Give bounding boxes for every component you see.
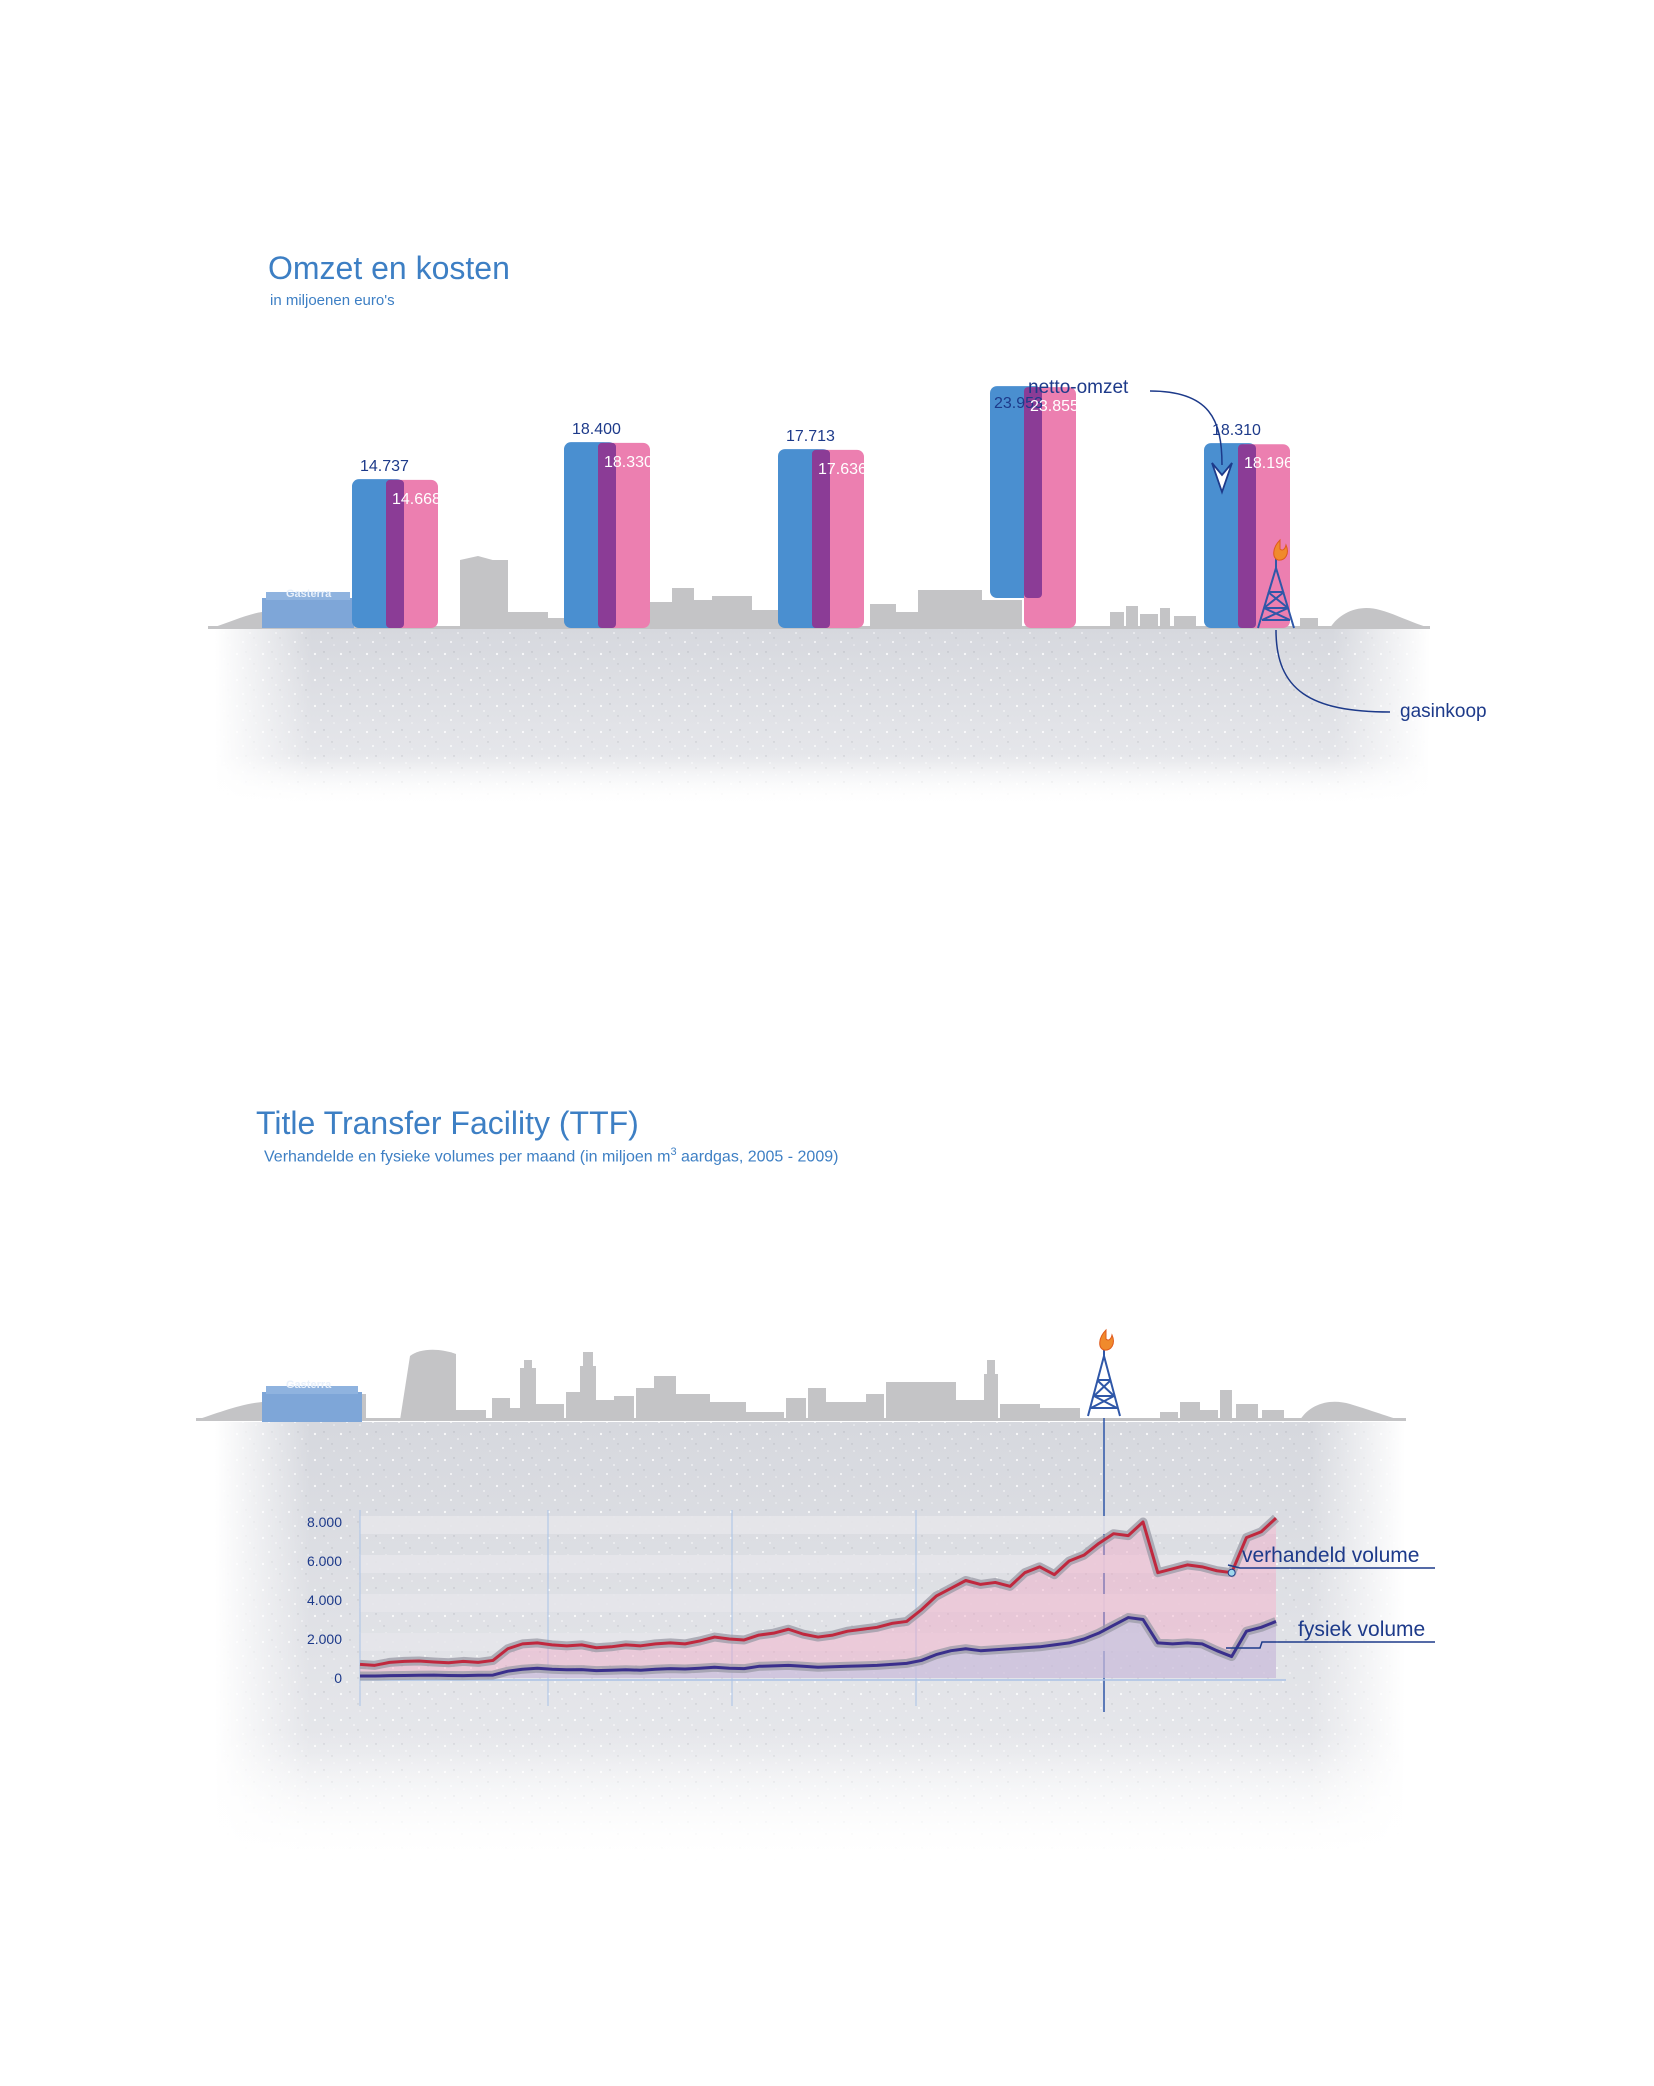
chart2-plot-layer xyxy=(359,1510,1286,1706)
arrow-pointer-icon xyxy=(1211,462,1233,495)
grid-band-2 xyxy=(360,1594,1276,1612)
y-tick-label-4: 8.000 xyxy=(307,1514,342,1530)
chart1-gasterra-logo: Gasterra xyxy=(286,588,332,600)
value-label-gasinkoop-2: 17.636 xyxy=(818,461,867,478)
chart1-subtitle: in miljoenen euro's xyxy=(270,292,395,309)
series-label-gasinkoop: gasinkoop xyxy=(1400,701,1487,722)
chart2-subtitle-pre: Verhandelde en fysieke volumes per maand… xyxy=(264,1148,671,1166)
gas-tower-icon xyxy=(1257,556,1295,629)
chart2-gasterra-building xyxy=(262,1386,362,1422)
value-label-gasinkoop-4: 18.196 xyxy=(1244,455,1293,472)
series-line-1 xyxy=(360,1616,1277,1678)
grid-band-4 xyxy=(360,1516,1276,1534)
chart1-gasterra-building xyxy=(262,592,354,628)
value-label-netto-omzet-4: 18.310 xyxy=(1212,422,1261,439)
chart1-labels-layer: 14.737 14.668 18.400 18.330 17.713 17.636 23.9… xyxy=(360,395,1293,508)
y-tick-label-0: 0 xyxy=(334,1670,342,1686)
y-tick-label-2: 4.000 xyxy=(307,1592,342,1608)
chart2-subtitle-sup: 3 xyxy=(670,1146,677,1158)
area-fysiek xyxy=(360,1617,1276,1678)
marker-verhandeld xyxy=(1227,1568,1236,1577)
value-label-gasinkoop-3: 23.855 xyxy=(1030,398,1079,415)
series-line-0 xyxy=(359,1516,1278,1667)
flame-icon-2 xyxy=(1099,1328,1114,1351)
bar-overlap-1 xyxy=(598,442,616,628)
chart2-skyline xyxy=(196,1349,1406,1421)
bar-overlap-2 xyxy=(812,449,830,628)
chart2-yticks-layer: 0 2.000 4.000 6.000 8.000 xyxy=(307,1514,342,1686)
value-label-gasinkoop-1: 18.330 xyxy=(604,454,653,471)
chart1-ground xyxy=(215,628,1430,806)
bar-overlap-0 xyxy=(386,479,404,628)
chart1-callouts xyxy=(1149,390,1391,713)
series-label-verhandeld: verhandeld volume xyxy=(1242,1544,1419,1567)
chart1-title: Omzet en kosten xyxy=(268,250,510,286)
value-label-gasinkoop-0: 14.668 xyxy=(392,491,441,508)
value-label-netto-omzet-1: 18.400 xyxy=(572,421,621,438)
chart2-subtitle: Verhandelde en fysieke volumes per maand… xyxy=(264,1146,838,1166)
value-label-netto-omzet-0: 14.737 xyxy=(360,458,409,475)
series-label-netto-omzet: netto-omzet xyxy=(1028,377,1129,398)
area-verhandeld xyxy=(360,1518,1276,1678)
y-tick-label-3: 6.000 xyxy=(307,1553,342,1569)
chart2-title: Title Transfer Facility (TTF) xyxy=(256,1105,639,1141)
y-tick-label-1: 2.000 xyxy=(307,1631,342,1647)
chart2-subtitle-post: aardgas, 2005 - 2009) xyxy=(676,1148,839,1166)
chart2-gasterra-logo: Gasterra xyxy=(286,1379,332,1391)
chart2-callouts xyxy=(1226,1564,1435,1649)
value-label-netto-omzet-2: 17.713 xyxy=(786,428,835,445)
bar-overlap-4 xyxy=(1238,444,1256,628)
chart1-bars-layer xyxy=(352,386,1290,628)
gas-tower-icon-2 xyxy=(1087,1346,1121,1417)
bar-overlap-3 xyxy=(1024,387,1042,598)
series-label-fysiek: fysiek volume xyxy=(1298,1618,1425,1641)
flame-icon xyxy=(1273,538,1288,561)
value-label-netto-omzet-3: 23.953 xyxy=(994,395,1043,412)
